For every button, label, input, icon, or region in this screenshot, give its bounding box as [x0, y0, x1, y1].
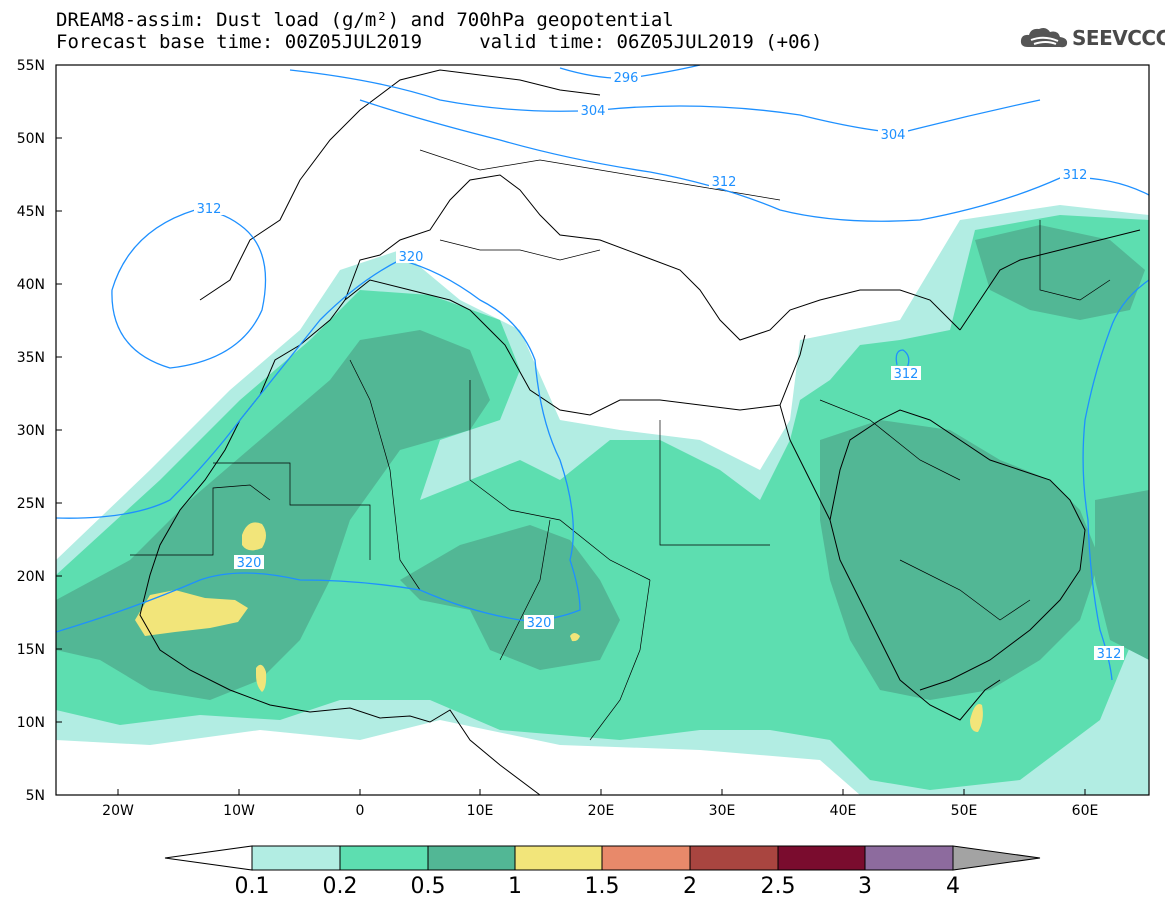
longitude-labels: 20W 10W 0 10E 20E 30E 40E 50E 60E	[102, 803, 1098, 819]
lat-label: 25N	[17, 496, 45, 512]
dust-band-0.5-east	[1095, 490, 1149, 660]
contour-312-east	[1082, 279, 1149, 681]
lat-label: 50N	[17, 131, 45, 147]
dust-field	[56, 205, 1149, 795]
chart-subtitle: Forecast base time: 00Z05JUL2019 valid t…	[56, 31, 823, 53]
colorbar	[164, 845, 1041, 871]
colorbar-label: 4	[946, 874, 960, 899]
colorbar-segment	[164, 845, 253, 871]
colorbar-segment	[339, 845, 429, 871]
lon-label: 50E	[951, 803, 978, 819]
contour-label: 304	[881, 128, 906, 143]
colorbar-segment	[864, 845, 954, 871]
contour-label: 312	[1097, 647, 1122, 662]
colorbar-label: 0.5	[411, 874, 446, 899]
dust-band-1.0-d	[570, 633, 580, 642]
lon-label: 10E	[467, 803, 494, 819]
colorbar-segment	[689, 845, 779, 871]
colorbar-segment	[251, 845, 341, 871]
contour-label: 312	[712, 175, 737, 190]
seevccc-logo: SEEVCCC	[1018, 25, 1165, 51]
lon-label: 30E	[709, 803, 736, 819]
colorbar-label: 0.2	[323, 874, 358, 899]
lat-label: 10N	[17, 715, 45, 731]
lon-label: 20W	[102, 803, 134, 819]
lat-label: 45N	[17, 204, 45, 220]
colorbar-segment	[952, 845, 1041, 871]
contour-312-atlantic	[111, 209, 267, 369]
lat-label: 15N	[17, 642, 45, 658]
dust-band-1.0-b	[242, 522, 266, 551]
lat-label: 5N	[26, 788, 45, 804]
latitude-labels: 55N 50N 45N 40N 35N 30N 25N 20N 15N 10N …	[17, 58, 45, 804]
coastlines	[139, 69, 1141, 795]
contour-label: 320	[527, 616, 552, 631]
logo-text: SEEVCCC	[1072, 26, 1165, 50]
colorbar-segment	[601, 845, 691, 871]
axis-ticks	[56, 64, 1086, 795]
dust-band-1.0-c	[256, 664, 267, 692]
cloud-icon	[1020, 28, 1068, 48]
lat-label: 30N	[17, 423, 45, 439]
lon-label: 20E	[588, 803, 615, 819]
colorbar-labels: 0.1 0.2 0.5 1 1.5 2 2.5 3 4	[235, 874, 961, 899]
colorbar-label: 2	[683, 874, 697, 899]
colorbar-label: 2.5	[761, 874, 796, 899]
contour-label: 312	[197, 202, 222, 217]
contour-312-gulf	[895, 349, 910, 369]
chart-title: DREAM8-assim: Dust load (g/m²) and 700hP…	[56, 9, 674, 31]
contour-label: 312	[1063, 168, 1088, 183]
contour-label: 320	[399, 250, 424, 265]
lon-label: 60E	[1072, 803, 1099, 819]
contour-label: 312	[894, 367, 919, 382]
lat-label: 40N	[17, 277, 45, 293]
dust-band-1.0-a	[135, 590, 248, 636]
contour-label: 320	[237, 556, 262, 571]
lon-label: 40E	[830, 803, 857, 819]
colorbar-label: 1	[508, 874, 522, 899]
dust-band-0.5-sahel	[400, 525, 620, 670]
contour-320	[56, 259, 581, 633]
colorbar-segment	[514, 845, 603, 871]
colorbar-label: 1.5	[585, 874, 620, 899]
contour-labels: 296 304 304 312 312 312 320 320 320 312 …	[194, 70, 1124, 662]
lat-label: 35N	[17, 350, 45, 366]
lat-label: 20N	[17, 569, 45, 585]
contour-label: 296	[614, 71, 639, 86]
colorbar-label: 3	[858, 874, 872, 899]
contour-label: 304	[581, 104, 606, 119]
lon-label: 10W	[223, 803, 255, 819]
dust-band-1.0-e	[970, 704, 983, 732]
country-borders	[130, 149, 1111, 741]
dust-band-0.5-central-asia	[975, 225, 1145, 320]
contour-312-north	[359, 99, 1149, 222]
colorbar-label: 0.1	[235, 874, 270, 899]
lat-label: 55N	[17, 58, 45, 74]
lon-label: 0	[356, 803, 365, 819]
colorbar-segment	[427, 845, 516, 871]
colorbar-segment	[777, 845, 866, 871]
